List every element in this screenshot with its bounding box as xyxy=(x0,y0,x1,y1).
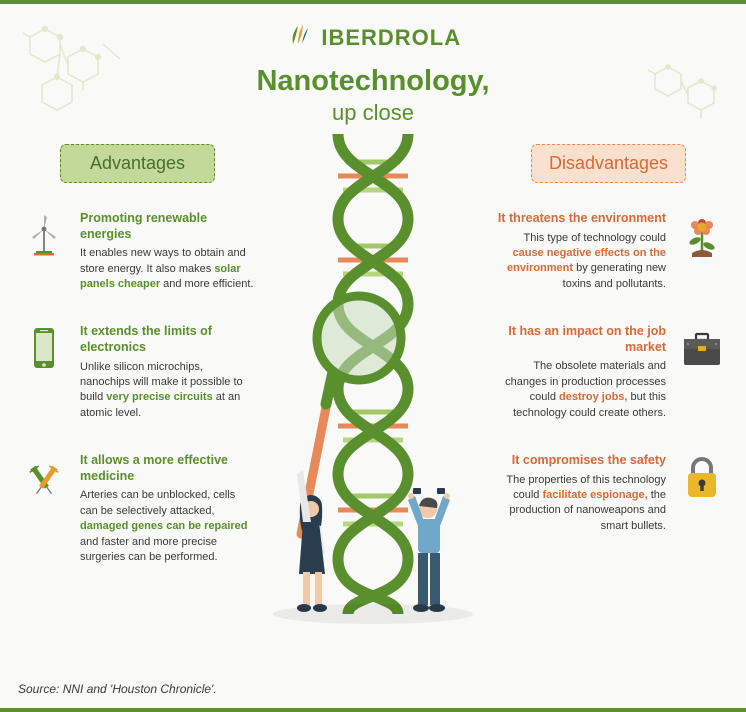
briefcase-icon xyxy=(678,324,726,372)
highlight-text: very precise circuits xyxy=(106,391,212,403)
body-text: and faster and more precise surgeries ca… xyxy=(80,536,218,563)
advantages-column: Advantages Promoting renewable energies … xyxy=(20,144,255,597)
molecule-decoration-icon xyxy=(643,59,738,134)
flower-icon xyxy=(678,211,726,259)
disadvantages-column: Disadvantages It threatens the environme… xyxy=(491,144,726,597)
body-text: Arteries can be unblocked, cells can be … xyxy=(80,489,235,516)
highlight-text: destroy jobs, xyxy=(559,391,627,403)
advantage-item: It extends the limits of electronics Unl… xyxy=(20,324,255,421)
smartphone-icon xyxy=(20,324,68,372)
disadvantage-item: It threatens the environment This type o… xyxy=(491,211,726,292)
advantage-item: It allows a more effective medicine Arte… xyxy=(20,453,255,565)
molecule-decoration-icon xyxy=(15,19,135,119)
syringes-icon xyxy=(20,453,68,501)
body-text: This type of technology could xyxy=(524,232,666,244)
brand-name: IBERDROLA xyxy=(321,25,461,51)
disadvantages-badge: Disadvantages xyxy=(531,144,686,183)
person-man-icon xyxy=(408,488,450,612)
body-text: by generating new toxins and pollutants. xyxy=(563,262,666,289)
disadvantage-title: It compromises the safety xyxy=(491,453,666,469)
wind-turbine-icon xyxy=(20,211,68,259)
dna-helix-illustration xyxy=(253,134,493,654)
disadvantage-item: It has an impact on the job market The o… xyxy=(491,324,726,421)
body-text: and more efficient. xyxy=(160,278,253,290)
advantages-badge: Advantages xyxy=(60,144,215,183)
advantage-item: Promoting renewable energies It enables … xyxy=(20,211,255,292)
disadvantage-item: It compromises the safety The properties… xyxy=(491,453,726,534)
disadvantage-title: It threatens the environment xyxy=(491,211,666,227)
source-citation: Source: NNI and 'Houston Chronicle'. xyxy=(18,682,217,696)
highlight-text: damaged genes can be repaired xyxy=(80,520,248,532)
disadvantage-title: It has an impact on the job market xyxy=(491,324,666,355)
advantage-title: It extends the limits of electronics xyxy=(80,324,255,355)
advantage-title: Promoting renewable energies xyxy=(80,211,255,242)
leaf-logo-icon xyxy=(285,22,311,48)
advantage-title: It allows a more effective medicine xyxy=(80,453,255,484)
padlock-icon xyxy=(678,453,726,501)
highlight-text: facilitate espionage, xyxy=(542,489,647,501)
